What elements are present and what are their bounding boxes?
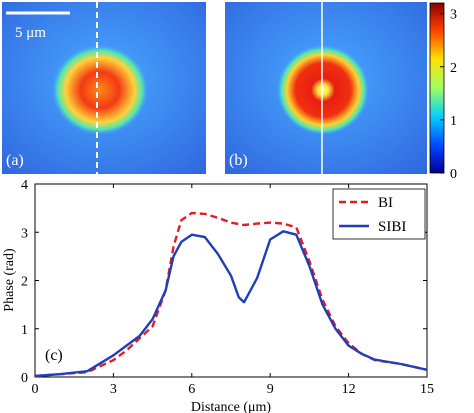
legend-box [332,188,426,240]
colorbar-ticks: 0 1 2 3 [440,8,457,182]
colorbar-tick-label: 0 [450,167,457,182]
y-tick-label: 4 [21,178,28,193]
colorbar-tick-label: 3 [450,8,457,23]
panel-a-label: (a) [6,152,24,169]
y-tick-label: 3 [21,226,28,241]
series-line-bi [34,211,428,378]
x-tick-label: 3 [110,382,117,397]
y-tick-label: 0 [21,371,28,386]
panel-a: 5 μm (a) [2,2,206,174]
x-axis-label: Distance (μm) [191,400,272,413]
panel-b-spot [277,45,369,135]
x-tick-label: 15 [420,382,434,397]
y-tick-label: 2 [21,275,28,290]
x-tick-label: 0 [32,382,39,397]
panel-b: (b) [225,2,427,174]
colorbar-tick-label: 1 [450,114,457,129]
legend-label-bi: BI [378,195,393,211]
series-layer [34,211,428,378]
y-axis-label: Phase (rad) [2,248,17,312]
x-tick-label: 12 [342,382,356,397]
colorbar: 0 1 2 3 [429,2,457,182]
panel-b-label: (b) [229,152,248,169]
panel-a-spot [52,45,148,135]
legend-label-sibi: SIBI [378,219,406,235]
x-tick-label: 6 [188,382,195,397]
colorbar-gradient [429,2,445,174]
panel-c-label: (c) [45,347,63,364]
series-line-sibi [34,230,428,378]
legend: BI SIBI [332,188,426,240]
y-tick-label: 1 [21,323,28,338]
x-tick-label: 9 [267,382,274,397]
scale-bar-label: 5 μm [15,25,46,41]
colorbar-tick-label: 2 [450,61,457,76]
